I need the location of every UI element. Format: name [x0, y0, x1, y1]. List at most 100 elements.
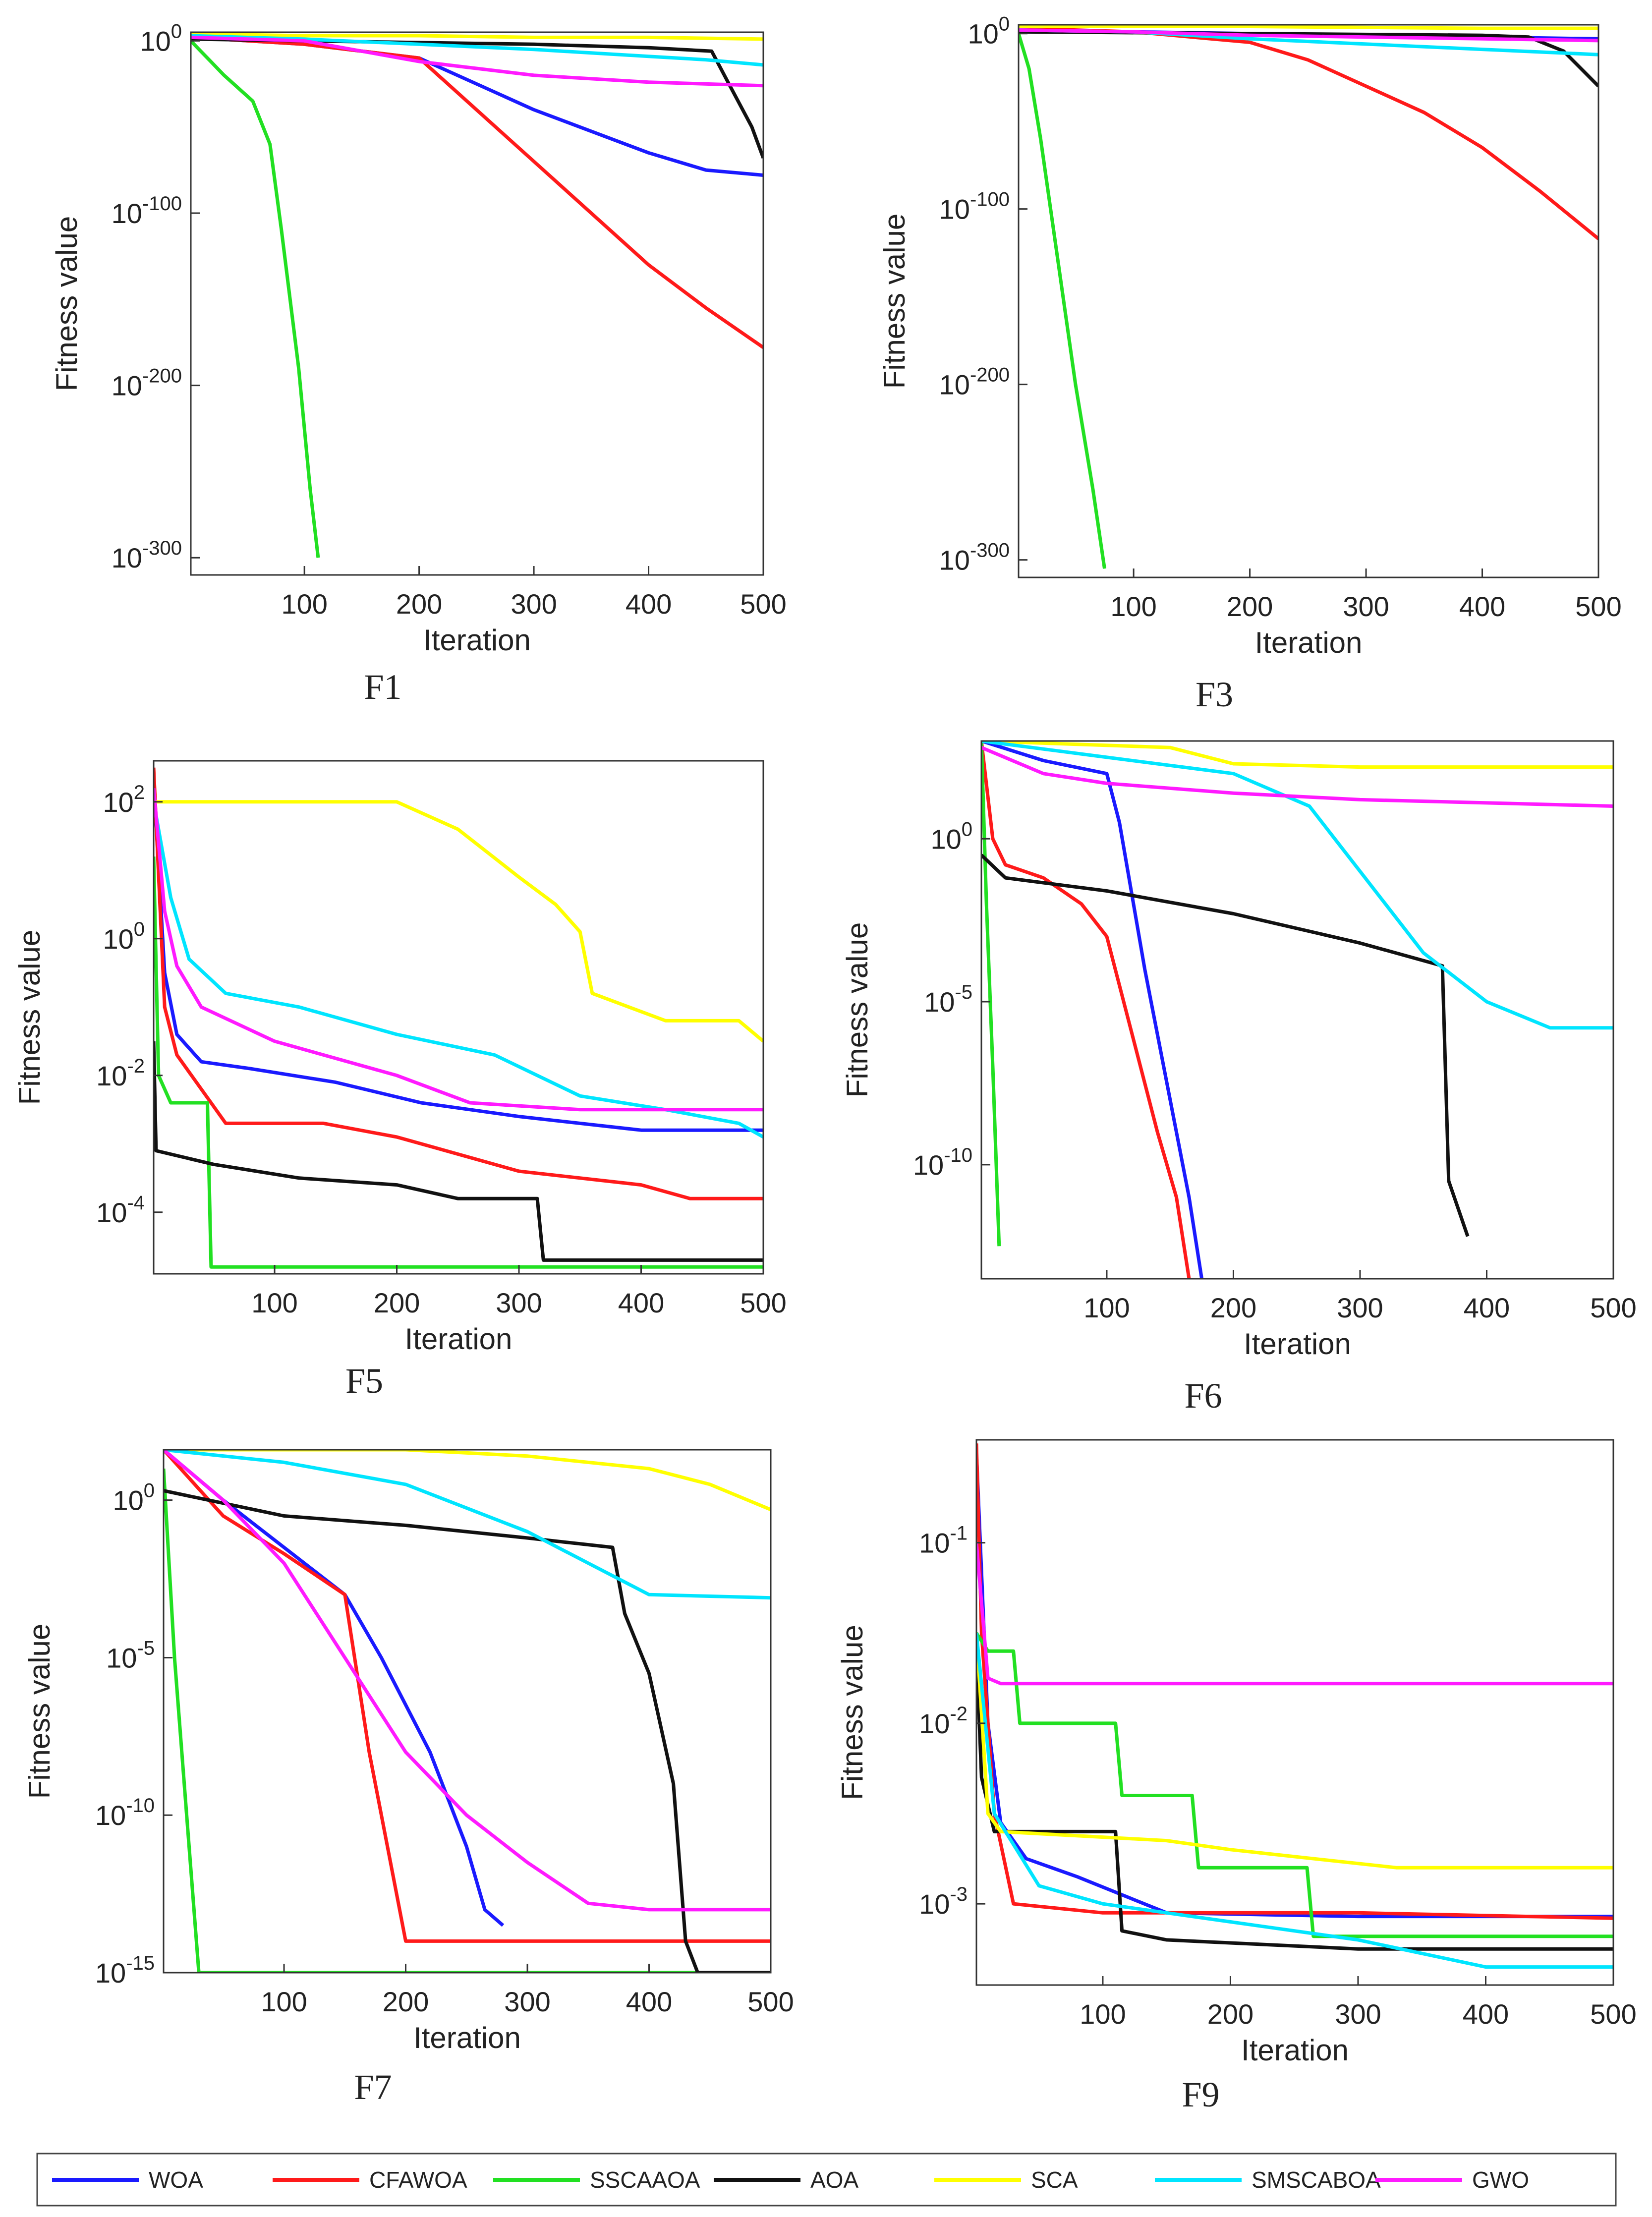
- y-tick-label: 10-200: [112, 365, 182, 401]
- x-axis-label: Iteration: [405, 1322, 513, 1356]
- x-tick-label: 500: [1590, 1292, 1636, 1323]
- y-tick-label: 100: [930, 818, 972, 854]
- panel-label: F1: [364, 667, 401, 707]
- x-tick-label: 500: [1575, 591, 1621, 622]
- y-axis-label: Fitness value: [878, 214, 911, 389]
- series-line-aoa: [976, 1651, 1613, 1951]
- x-tick-label: 100: [251, 1287, 297, 1318]
- plot-frame: [190, 31, 764, 576]
- x-tick-label: 200: [383, 1986, 429, 2017]
- series-line-sca: [981, 741, 1613, 769]
- panel-label: F3: [1196, 675, 1233, 714]
- y-tick-label: 10-2: [96, 1055, 145, 1091]
- x-tick-label: 100: [281, 588, 327, 620]
- series-line-sscaaoa: [981, 741, 1001, 1247]
- series-line-gwo: [154, 788, 763, 1112]
- x-tick-label: 100: [1080, 1998, 1126, 2030]
- y-tick-label: 10-2: [919, 1703, 968, 1739]
- x-tick-label: 400: [626, 588, 672, 620]
- series-line-sca: [1019, 25, 1598, 30]
- x-tick-label: 400: [1463, 1998, 1509, 2030]
- series-line-woa: [981, 741, 1204, 1279]
- y-tick-label: 10-10: [95, 1795, 155, 1831]
- y-axis-label: Fitness value: [23, 1624, 56, 1799]
- x-tick-label: 200: [1210, 1292, 1256, 1323]
- y-tick-label: 100: [968, 13, 1010, 50]
- y-tick-label: 10-100: [112, 193, 182, 229]
- x-tick-label: 400: [1464, 1292, 1510, 1323]
- x-axis-label: Iteration: [1241, 2034, 1349, 2067]
- series-line-sca: [191, 32, 763, 41]
- x-tick-label: 100: [1110, 591, 1156, 622]
- legend: WOA CFAWOA SSCAAOA AOA SCA SMSCABOA GWO: [36, 2153, 1617, 2207]
- y-tick-label: 100: [113, 1480, 155, 1516]
- x-tick-label: 200: [396, 588, 442, 620]
- x-axis-label: Iteration: [413, 2021, 521, 2054]
- chart-f1: 100 200 300 400 500 100 10-100 10-200 10-300 Iter…: [50, 20, 787, 707]
- x-axis-label: Iteration: [1244, 1327, 1351, 1361]
- series-line-gwo: [981, 745, 1613, 808]
- series-line-aoa: [154, 1041, 763, 1262]
- y-axis-label: Fitness value: [836, 1625, 869, 1800]
- x-tick-label: 200: [1207, 1998, 1253, 2030]
- y-tick-label: 10-15: [95, 1952, 155, 1989]
- series-line-cfawoa: [154, 767, 763, 1200]
- x-tick-label: 200: [1227, 591, 1273, 622]
- plot-frame: [975, 1439, 1614, 1986]
- series-line-sca: [154, 800, 763, 1043]
- plot-frame: [163, 1449, 772, 1974]
- y-tick-label: 102: [103, 782, 145, 818]
- x-tick-label: 300: [1337, 1292, 1383, 1323]
- series-line-sscaaoa: [191, 39, 320, 558]
- chart-f6: 100 200 300 400 500 100 10-5 10-10 Iteration Fitn…: [841, 740, 1637, 1416]
- panel-label: F7: [354, 2067, 392, 2107]
- series-line-woa: [154, 781, 763, 1132]
- x-tick-label: 300: [1335, 1998, 1381, 2030]
- chart-f3: 100 200 300 400 500 100 10-100 10-200 10-300 Iter…: [878, 13, 1622, 714]
- x-tick-label: 400: [618, 1287, 664, 1318]
- y-tick-label: 10-4: [96, 1192, 145, 1228]
- legend-label-cfawoa: CFAWOA: [369, 2167, 467, 2193]
- panel-label: F5: [345, 1361, 383, 1401]
- series-line-gwo: [976, 1542, 1613, 1686]
- x-tick-label: 400: [626, 1986, 672, 2017]
- y-tick-label: 10-1: [919, 1523, 968, 1559]
- x-tick-label: 500: [740, 588, 786, 620]
- series-line-gwo: [191, 35, 763, 88]
- series-line-gwo: [1019, 28, 1598, 43]
- x-tick-label: 400: [1459, 591, 1505, 622]
- y-tick-label: 100: [103, 918, 145, 955]
- series-line-sscaaoa: [154, 856, 763, 1269]
- series-line-sca: [164, 1450, 771, 1512]
- legend-label-sca: SCA: [1031, 2167, 1078, 2193]
- x-tick-label: 200: [374, 1287, 420, 1318]
- y-axis-label: Fitness value: [13, 930, 46, 1105]
- x-tick-label: 300: [511, 588, 557, 620]
- y-axis-label: Fitness value: [841, 922, 874, 1098]
- panel-label: F6: [1184, 1376, 1222, 1416]
- series-line-aoa: [981, 853, 1470, 1237]
- y-tick-label: 10-200: [939, 364, 1010, 400]
- y-tick-label: 10-10: [913, 1144, 972, 1181]
- series-line-smscaboa: [976, 1633, 1613, 1969]
- plot-frame: [980, 740, 1614, 1280]
- series-line-sca: [976, 1633, 1613, 1870]
- series-line-sscaaoa: [1019, 33, 1106, 569]
- y-tick-label: 10-300: [112, 537, 182, 573]
- y-tick-label: 10-5: [924, 981, 972, 1018]
- series-line-smscaboa: [164, 1450, 771, 1600]
- legend-label-sscaaoa: SSCAAOA: [590, 2167, 700, 2193]
- y-tick-label: 10-5: [106, 1637, 155, 1673]
- x-tick-label: 300: [504, 1986, 550, 2017]
- series-line-sscaaoa: [976, 1632, 1613, 1938]
- plot-frame: [1018, 24, 1599, 578]
- x-tick-label: 300: [1343, 591, 1389, 622]
- series-line-smscaboa: [981, 741, 1613, 1030]
- legend-label-smscaboa: SMSCABOA: [1252, 2167, 1381, 2193]
- x-tick-label: 100: [1083, 1292, 1130, 1323]
- legend-label-gwo: GWO: [1472, 2167, 1529, 2193]
- chart-f7: 100 200 300 400 500 100 10-5 10-10 10-15 Iteratio…: [23, 1449, 794, 2107]
- series-line-woa: [164, 1450, 505, 1927]
- x-tick-label: 100: [261, 1986, 307, 2017]
- chart-f9: 100 200 300 400 500 10-1 10-2 10-3 Iteration Fitn…: [836, 1439, 1637, 2114]
